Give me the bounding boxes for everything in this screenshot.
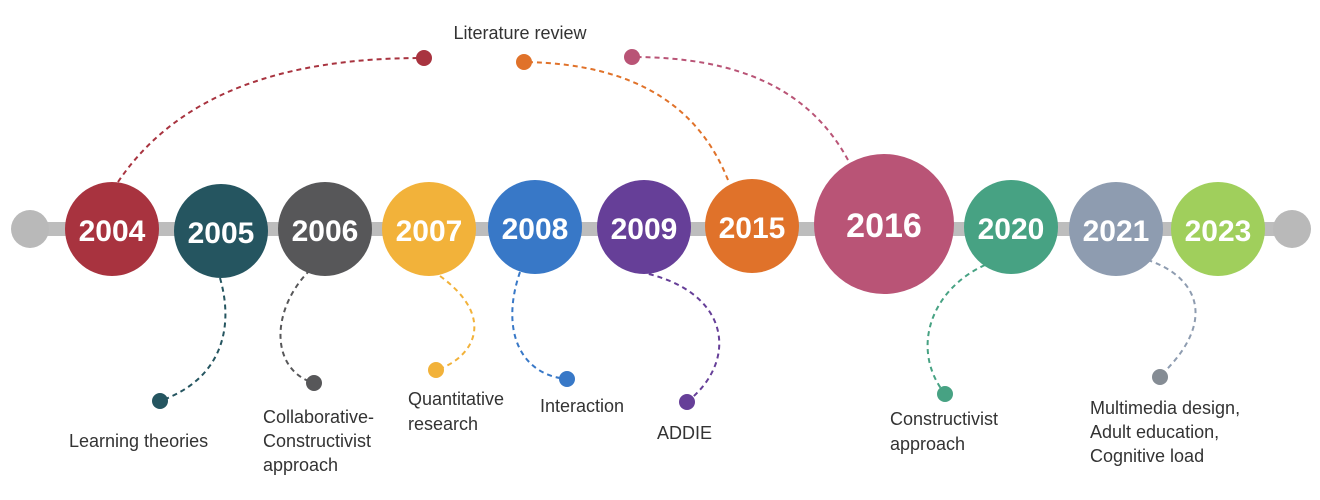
milestone-circle — [65, 182, 159, 276]
milestone-circle — [814, 154, 954, 294]
milestone-circle — [1069, 182, 1163, 276]
year-label: 2020 — [978, 213, 1045, 246]
milestone-2006: 2006 — [278, 182, 372, 276]
endpoint-dots — [152, 49, 1168, 410]
connector-2006 — [279, 269, 315, 384]
topic-line: Constructivist — [263, 431, 371, 451]
connector-2004 — [117, 57, 424, 183]
milestone-2009: 2009 — [597, 180, 691, 274]
topic-line: approach — [890, 434, 965, 454]
dot-interaction — [559, 371, 575, 387]
connector-2021 — [1129, 254, 1197, 377]
milestone-2021: 2021 — [1069, 182, 1163, 276]
milestone-2007: 2007 — [382, 182, 476, 276]
topic-line: research — [408, 414, 478, 434]
dot-literature-review-mid — [516, 54, 532, 70]
connector-2007 — [435, 275, 476, 371]
year-label: 2006 — [292, 215, 359, 248]
milestone-2023: 2023 — [1171, 182, 1265, 276]
dot-quantitative — [428, 362, 444, 378]
milestone-circle — [597, 180, 691, 274]
topic-line: approach — [263, 455, 338, 475]
connector-2008 — [511, 271, 568, 380]
topic-addie: ADDIE — [657, 423, 712, 443]
year-label: 2023 — [1185, 215, 1252, 248]
connector-2015 — [524, 61, 729, 181]
milestone-2005: 2005 — [174, 184, 268, 278]
milestone-circle — [488, 180, 582, 274]
connector-2016 — [631, 56, 849, 161]
milestone-circle — [382, 182, 476, 276]
year-label: 2007 — [396, 215, 463, 248]
milestone-circle — [705, 179, 799, 273]
dot-learning-theories — [152, 393, 168, 409]
milestone-2020: 2020 — [964, 180, 1058, 274]
axis-end-cap — [1273, 210, 1311, 248]
dot-constructivist — [937, 386, 953, 402]
connector-2005 — [159, 277, 227, 402]
axis-start-cap — [11, 210, 49, 248]
year-label: 2008 — [502, 213, 569, 246]
topic-line: Adult education, — [1090, 422, 1219, 442]
milestone-2016: 2016 — [814, 154, 954, 294]
topic-collaborative-constructivist: Collaborative- Constructivist approach — [263, 407, 379, 475]
topic-line: Constructivist — [890, 409, 998, 429]
year-label: 2021 — [1083, 215, 1150, 248]
dot-addie — [679, 394, 695, 410]
dot-literature-review-right — [624, 49, 640, 65]
topic-quantitative-research: Quantitative research — [408, 389, 509, 434]
milestone-circle — [1171, 182, 1265, 276]
milestone-circle — [964, 180, 1058, 274]
milestone-2004: 2004 — [65, 182, 159, 276]
milestone-2015: 2015 — [705, 179, 799, 273]
topic-line: Quantitative — [408, 389, 504, 409]
topic-interaction: Interaction — [540, 396, 624, 416]
topic-constructivist-approach: Constructivist approach — [890, 409, 1003, 454]
year-label: 2015 — [719, 212, 786, 245]
year-label: 2009 — [611, 213, 678, 246]
topic-labels: Literature review Learning theories Coll… — [69, 23, 1245, 475]
dot-literature-review-left — [416, 50, 432, 66]
milestone-2008: 2008 — [488, 180, 582, 274]
topic-multimedia: Multimedia design, Adult education, Cogn… — [1090, 398, 1245, 466]
topic-line: Multimedia design, — [1090, 398, 1240, 418]
milestone-circle — [278, 182, 372, 276]
connectors — [117, 56, 1197, 403]
topic-line: Collaborative- — [263, 407, 374, 427]
dot-multimedia — [1152, 369, 1168, 385]
topic-line: Cognitive load — [1090, 446, 1204, 466]
milestones: 2004 2005 2006 2007 2008 2009 2015 2016 — [65, 154, 1265, 294]
topic-learning-theories: Learning theories — [69, 431, 208, 451]
dot-collaborative — [306, 375, 322, 391]
milestone-circle — [174, 184, 268, 278]
year-label: 2016 — [846, 207, 922, 245]
connector-2009 — [639, 271, 721, 403]
year-label: 2004 — [79, 215, 146, 248]
year-label: 2005 — [188, 217, 255, 250]
connector-2020 — [926, 264, 986, 395]
topic-literature-review: Literature review — [453, 23, 587, 43]
